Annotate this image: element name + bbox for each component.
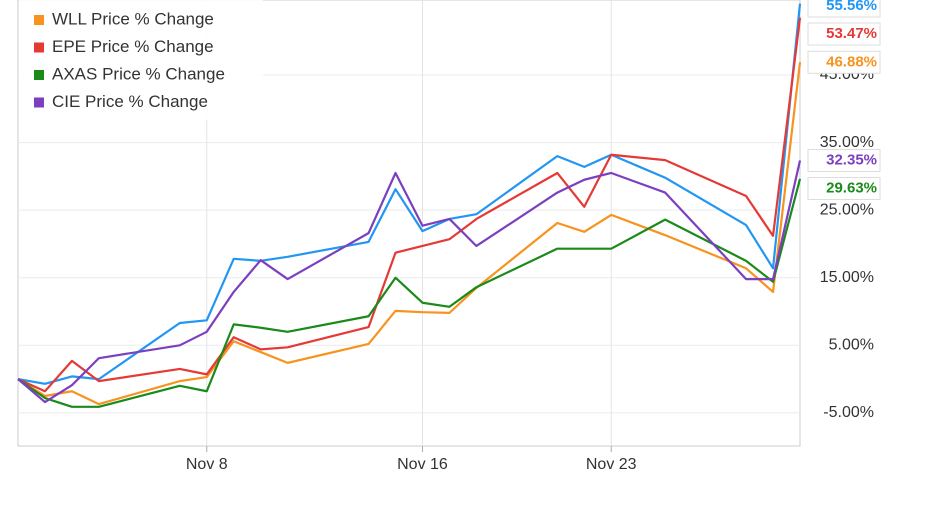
legend-label: WLL Price % Change	[52, 9, 214, 28]
y-tick-label: 5.00%	[829, 337, 874, 354]
x-tick-label: Nov 8	[186, 456, 228, 473]
end-label: 29.63%	[826, 179, 877, 196]
series-line	[17, 3, 802, 385]
end-label: 53.47%	[826, 25, 877, 42]
end-label: 46.88%	[826, 53, 877, 70]
legend-label: EPE Price % Change	[52, 37, 214, 56]
y-tick-label: 25.00%	[820, 201, 874, 218]
legend: WLL Price % Change EPE Price % Change AXAS…	[19, 0, 263, 120]
x-tick-label: Nov 23	[586, 456, 637, 473]
y-tick-label: 15.00%	[820, 269, 874, 286]
end-label-box	[807, 0, 881, 18]
y-tick-label: 35.00%	[820, 134, 874, 151]
legend-label: CIE Price % Change	[52, 92, 208, 111]
end-label-box	[807, 50, 881, 74]
end-label-box	[807, 176, 881, 200]
x-tick-label: Nov 16	[397, 456, 448, 473]
legend-label: AXAS Price % Change	[52, 64, 225, 83]
series-line	[17, 160, 802, 404]
end-label: 32.35%	[826, 151, 877, 168]
end-label-box	[807, 148, 881, 172]
series-line	[17, 17, 802, 393]
y-tick-label: -5.00%	[823, 404, 874, 421]
legend-swatch	[34, 97, 44, 108]
series-line	[17, 178, 802, 408]
end-label: 55.56%	[826, 0, 877, 14]
legend-swatch	[34, 15, 44, 25]
legend-box	[19, 0, 263, 120]
end-label-box	[807, 22, 881, 46]
legend-swatch	[34, 42, 44, 53]
legend-swatch	[34, 70, 44, 80]
